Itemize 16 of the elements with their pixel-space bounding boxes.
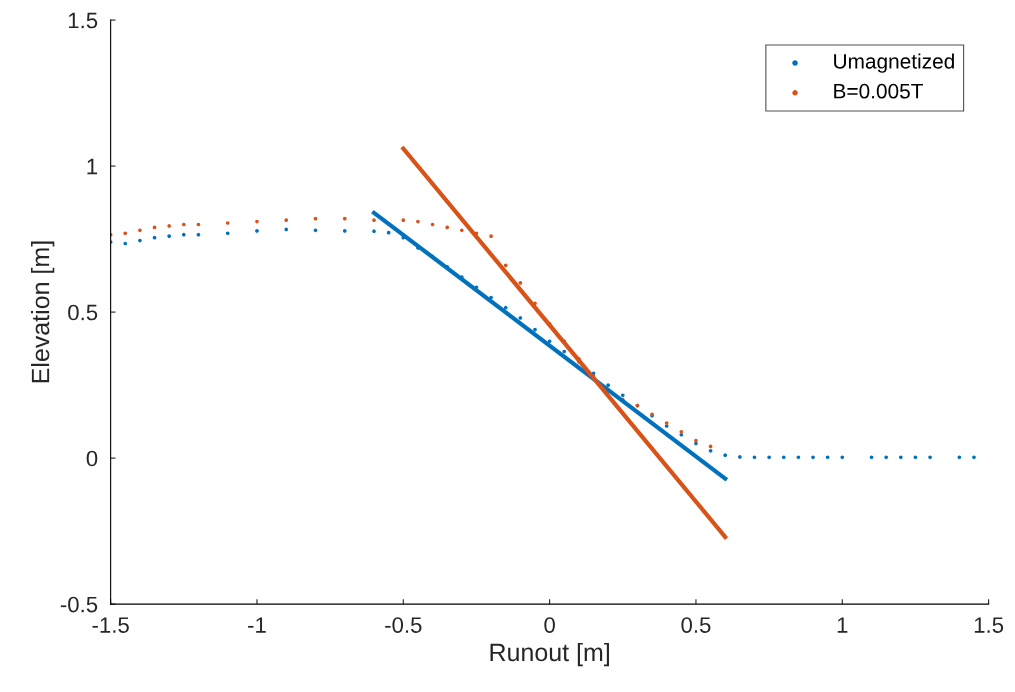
x-tick-label: 0.5: [681, 617, 711, 633]
y-tick-label: 0: [86, 450, 98, 467]
legend-label: B=0.005T: [834, 83, 923, 99]
legend-label: Umagnetized: [834, 53, 954, 73]
x-tick-label: -1: [248, 617, 266, 633]
y-tick-label: 1: [87, 158, 98, 175]
x-axis-title: Runout [m]: [490, 642, 609, 667]
y-tick-label: -0.5: [60, 596, 98, 613]
x-tick-label: 0: [544, 617, 555, 633]
y-tick-label: 1.5: [68, 12, 98, 29]
y-axis-title: Elevation [m]: [30, 241, 55, 383]
x-tick-label: -0.5: [385, 617, 422, 633]
y-tick-label: 0.5: [68, 304, 98, 321]
x-tick-label: -1.5: [92, 617, 129, 633]
x-tick-label: 1: [837, 617, 848, 633]
x-tick-label: 1.5: [974, 617, 1004, 633]
